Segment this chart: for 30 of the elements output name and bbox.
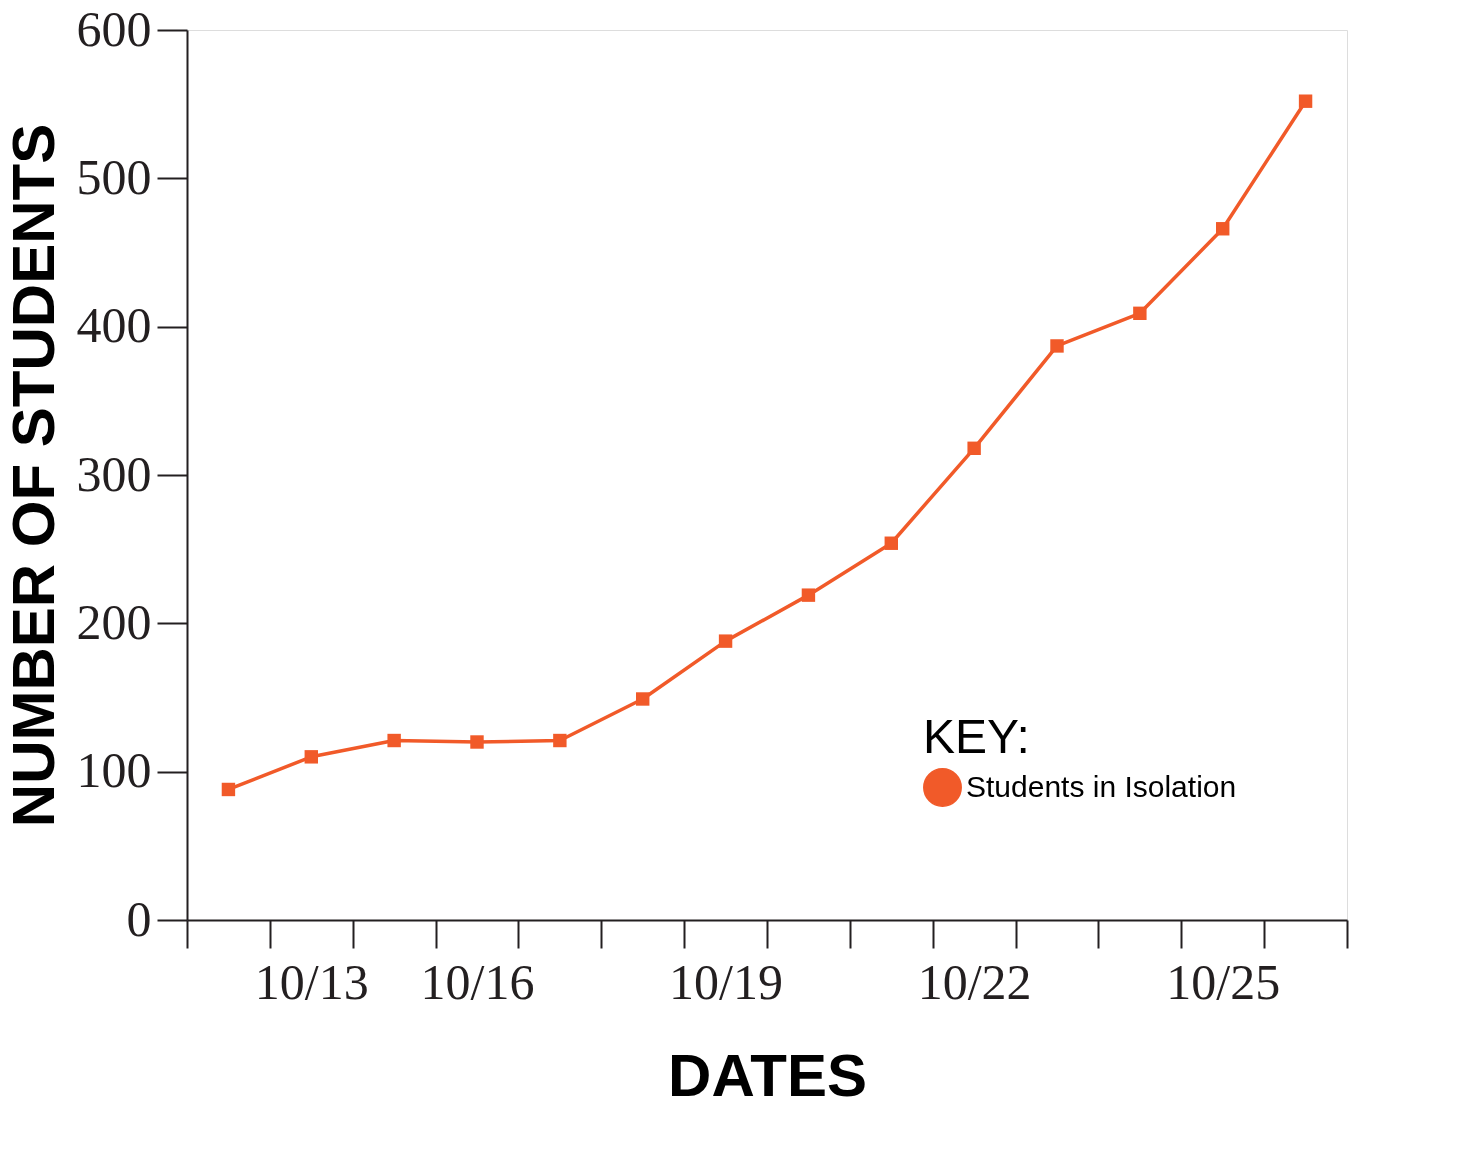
y-tick-label: 500 <box>76 148 152 205</box>
x-tick-label: 10/19 <box>669 953 784 1010</box>
point <box>1298 94 1313 108</box>
y-tick-label: 200 <box>76 593 152 650</box>
point <box>636 692 650 706</box>
point <box>1050 339 1064 353</box>
y-tick-label: 600 <box>76 0 152 57</box>
point <box>470 735 484 749</box>
legend-label: Students in Isolation <box>966 769 1237 803</box>
y-tick-label: 300 <box>76 445 152 502</box>
point <box>884 536 898 550</box>
point <box>801 588 816 602</box>
point <box>718 634 733 648</box>
x-tick-label: 10/13 <box>254 953 369 1010</box>
point <box>387 733 401 748</box>
point <box>1216 222 1230 236</box>
point <box>553 733 567 748</box>
y-tick-label: 400 <box>76 297 152 354</box>
point <box>304 750 318 764</box>
point <box>967 441 981 456</box>
x-tick-label: 10/16 <box>420 953 535 1010</box>
y-tick-label: 100 <box>76 742 152 799</box>
legend-title: KEY: <box>923 710 1030 763</box>
x-tick-label: 10/22 <box>917 953 1032 1010</box>
x-tick-label: 10/25 <box>1166 953 1281 1010</box>
point <box>1133 306 1147 321</box>
y-axis-title: NUMBER OF STUDENTS <box>0 123 67 828</box>
x-axis-title: DATES <box>668 1041 867 1109</box>
y-tick-label: 0 <box>126 890 152 947</box>
point <box>221 782 236 797</box>
